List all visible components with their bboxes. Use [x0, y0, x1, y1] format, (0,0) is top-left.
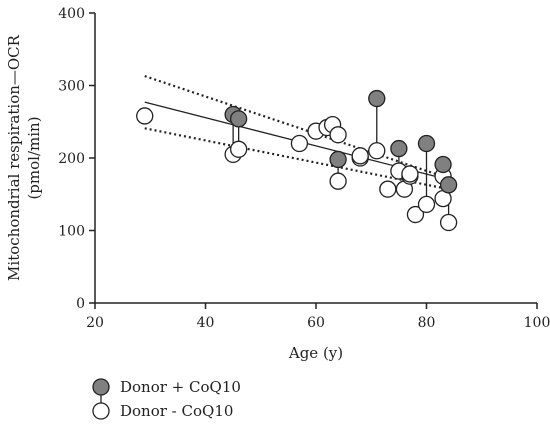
point-donor-minus-coq10: [290, 134, 309, 153]
y-axis-label-line1: Mitochondrial respiration—OCR: [5, 34, 23, 281]
x-tick-label: 20: [86, 315, 104, 331]
point-donor-plus-coq10: [434, 155, 452, 174]
legend-label-donor-minus-coq10: Donor - CoQ10: [120, 402, 233, 420]
confidence-band-upper: [144, 75, 449, 180]
point-donor-plus-coq10: [329, 150, 347, 169]
x-tick-label: 100: [524, 315, 550, 331]
legend-marker-donor-plus-coq10: [92, 378, 110, 396]
legend-marker-donor-minus-coq10: [92, 402, 110, 420]
series-donor-plus-coq10: [224, 89, 458, 194]
y-tick-label: 400: [58, 6, 85, 22]
point-donor-plus-coq10: [368, 89, 386, 108]
point-donor-minus-coq10: [136, 107, 154, 125]
point-donor-minus-coq10: [401, 165, 419, 183]
legend-label-donor-plus-coq10: Donor + CoQ10: [120, 378, 241, 396]
legend: Donor + CoQ10 Donor - CoQ10: [92, 378, 241, 420]
x-tick-label: 80: [418, 315, 436, 331]
x-tick-label: 40: [197, 315, 215, 331]
point-donor-minus-coq10: [329, 172, 347, 190]
y-tick-label: 100: [58, 224, 85, 240]
point-donor-plus-coq10: [439, 176, 458, 194]
axes: 20 40 60 80 100 0 100 200 300 400: [58, 6, 550, 331]
y-axis-label-line2: (pmol/min): [25, 116, 43, 199]
point-donor-plus-coq10: [390, 139, 408, 158]
point-donor-minus-coq10: [329, 126, 347, 144]
series-donor-minus-coq10: [136, 107, 458, 232]
point-donor-plus-coq10: [229, 110, 248, 128]
point-donor-minus-coq10: [368, 142, 386, 160]
point-donor-minus-coq10: [379, 180, 397, 198]
point-donor-minus-coq10: [439, 213, 458, 232]
confidence-band-lower: [144, 127, 449, 191]
x-axis-label: Age (y): [288, 344, 343, 362]
x-tick-label: 60: [307, 315, 325, 331]
point-donor-minus-coq10: [351, 147, 369, 165]
point-donor-minus-coq10: [406, 205, 425, 224]
y-tick-label: 300: [58, 79, 85, 95]
y-tick-label: 0: [76, 296, 85, 312]
point-donor-minus-coq10: [417, 195, 436, 214]
point-donor-plus-coq10: [417, 134, 436, 153]
point-donor-minus-coq10: [229, 140, 248, 158]
y-tick-label: 200: [58, 151, 85, 167]
x-axis-ticks: 20 40 60 80 100: [86, 303, 550, 331]
y-axis-ticks: 0 100 200 300 400: [58, 6, 95, 312]
